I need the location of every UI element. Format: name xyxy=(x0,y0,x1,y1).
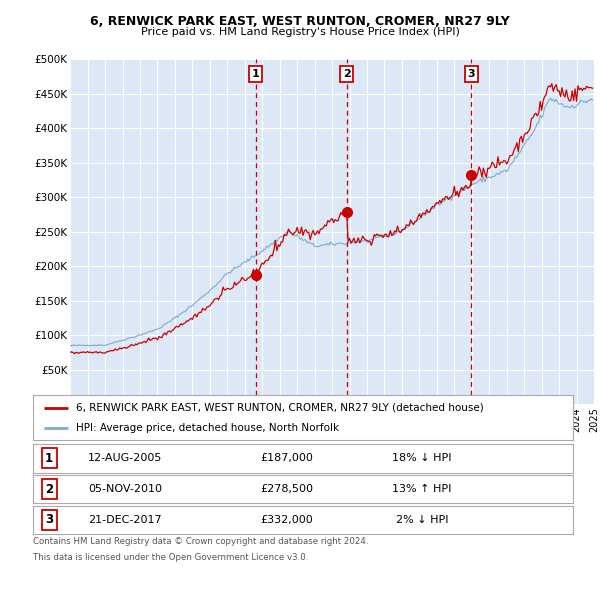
Text: £332,000: £332,000 xyxy=(260,515,313,525)
Text: 21-DEC-2017: 21-DEC-2017 xyxy=(88,515,161,525)
Text: 3: 3 xyxy=(45,513,53,526)
Text: 2: 2 xyxy=(343,69,350,79)
Text: 6, RENWICK PARK EAST, WEST RUNTON, CROMER, NR27 9LY (detached house): 6, RENWICK PARK EAST, WEST RUNTON, CROME… xyxy=(76,403,484,412)
Text: 05-NOV-2010: 05-NOV-2010 xyxy=(88,484,162,494)
Text: £278,500: £278,500 xyxy=(260,484,313,494)
Text: £187,000: £187,000 xyxy=(260,454,313,463)
Text: This data is licensed under the Open Government Licence v3.0.: This data is licensed under the Open Gov… xyxy=(33,553,308,562)
Text: Contains HM Land Registry data © Crown copyright and database right 2024.: Contains HM Land Registry data © Crown c… xyxy=(33,537,368,546)
Text: 3: 3 xyxy=(467,69,475,79)
Text: 1: 1 xyxy=(252,69,260,79)
Text: 2: 2 xyxy=(45,483,53,496)
Text: 6, RENWICK PARK EAST, WEST RUNTON, CROMER, NR27 9LY: 6, RENWICK PARK EAST, WEST RUNTON, CROME… xyxy=(90,15,510,28)
Text: 12-AUG-2005: 12-AUG-2005 xyxy=(88,454,162,463)
Text: Price paid vs. HM Land Registry's House Price Index (HPI): Price paid vs. HM Land Registry's House … xyxy=(140,27,460,37)
Text: 18% ↓ HPI: 18% ↓ HPI xyxy=(392,454,452,463)
Text: 13% ↑ HPI: 13% ↑ HPI xyxy=(392,484,451,494)
Text: 1: 1 xyxy=(45,452,53,465)
Text: HPI: Average price, detached house, North Norfolk: HPI: Average price, detached house, Nort… xyxy=(76,424,340,434)
Text: 2% ↓ HPI: 2% ↓ HPI xyxy=(395,515,448,525)
